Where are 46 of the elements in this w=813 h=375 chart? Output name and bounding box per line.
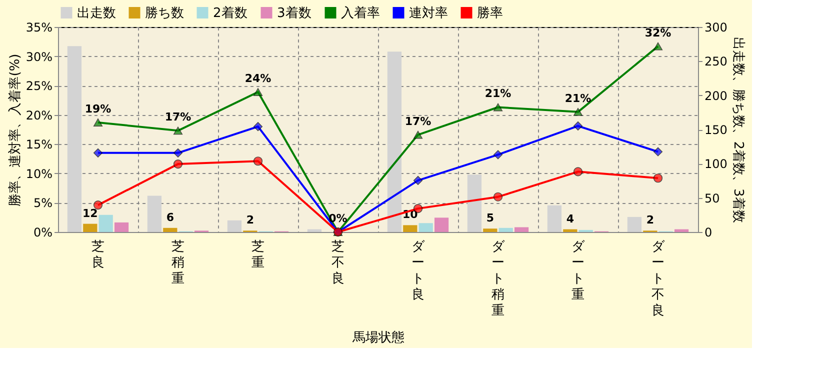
y2-tick-label: 300 <box>704 20 728 34</box>
x-tick-label: 芝稍重 <box>172 240 184 286</box>
y2-tick-label: 150 <box>704 123 728 137</box>
data-label: 19% <box>84 102 112 116</box>
x-axis-title: 馬場状態 <box>352 330 404 346</box>
y-tick-label: 10% <box>26 166 52 181</box>
legend-label: 出走数 <box>77 6 116 21</box>
x-tick-label: 芝良 <box>92 240 104 270</box>
y2-tick-label: 250 <box>704 54 728 69</box>
legend-label: 2着数 <box>213 4 248 21</box>
y-tick-label: 25% <box>26 79 52 94</box>
y2-tick-label: 0 <box>704 226 712 240</box>
y-tick-label: 0% <box>33 226 52 240</box>
y-tick-label: 15% <box>26 138 52 152</box>
x-tick-label: ダート稍重 <box>492 240 506 318</box>
x-tick-label: 芝不良 <box>332 240 344 286</box>
data-label: 24% <box>244 72 272 86</box>
data-label: 21% <box>484 87 512 100</box>
data-label: 2 <box>246 214 254 227</box>
legend-label: 連対率 <box>409 4 448 21</box>
legend-label: 入着率 <box>341 4 380 21</box>
y-tick-label: 5% <box>33 196 52 210</box>
data-label: 32% <box>644 26 672 40</box>
legend-label: 勝率 <box>477 4 503 21</box>
data-label: 21% <box>564 92 592 105</box>
data-label: 6 <box>166 210 174 224</box>
data-label: 5 <box>486 212 494 225</box>
y-tick-label: 35% <box>26 20 52 34</box>
x-tick-label: ダート不良 <box>652 240 666 318</box>
y-tick-label: 20% <box>26 108 52 122</box>
y-tick-label: 30% <box>26 50 52 64</box>
data-label: 17% <box>404 114 432 128</box>
legend-label: 3着数 <box>277 4 312 21</box>
x-tick-label: ダート良 <box>412 240 426 302</box>
y2-tick-label: 100 <box>704 157 728 172</box>
y2-axis-title: 出走数、勝ち数、2着数、3着数 <box>730 37 746 223</box>
data-label: 4 <box>566 212 574 226</box>
x-tick-label: ダート重 <box>572 240 586 302</box>
y-axis-title: 勝率、連対率、入着率(%) <box>6 54 23 206</box>
data-label: 17% <box>164 110 192 124</box>
x-tick-label: 芝重 <box>252 240 264 270</box>
legend-label: 勝ち数 <box>145 6 184 21</box>
y2-tick-label: 200 <box>704 88 728 103</box>
data-label: 2 <box>646 214 654 227</box>
y2-tick-label: 50 <box>704 191 720 206</box>
data-label: 12 <box>82 206 98 220</box>
